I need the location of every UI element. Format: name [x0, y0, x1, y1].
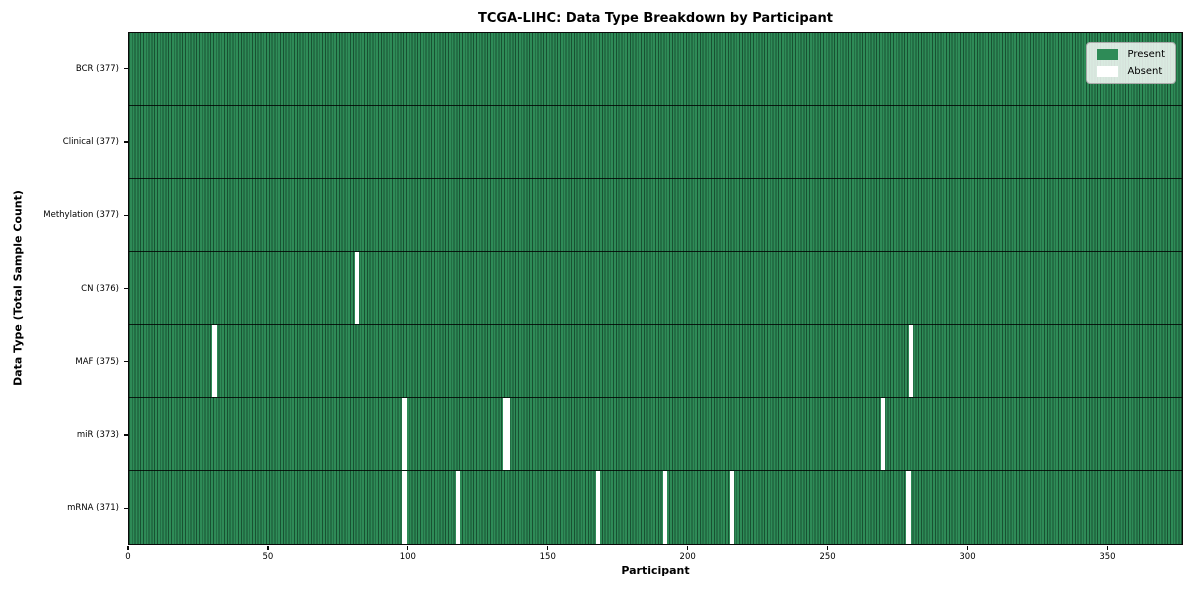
x-axis-label: Participant	[621, 564, 690, 577]
absent-marker	[505, 398, 511, 470]
y-tick-label-methylation: Methylation (377)	[43, 210, 119, 221]
x-tick-label-300: 300	[959, 552, 976, 562]
absent-marker	[503, 398, 508, 470]
x-tick-mark	[547, 546, 549, 550]
absent-marker	[595, 471, 600, 544]
absent-marker	[212, 325, 217, 397]
y-tick-mark	[123, 434, 128, 436]
heatmap-row-bcr	[129, 33, 1182, 106]
heatmap-plot	[128, 32, 1183, 545]
y-tick-label-clinical: Clinical (377)	[62, 136, 119, 147]
y-tick-mark	[123, 141, 128, 143]
y-tick-mark	[123, 68, 128, 70]
x-tick-mark	[267, 546, 269, 550]
absent-marker	[354, 252, 360, 324]
x-tick-mark	[687, 546, 689, 550]
absent-marker	[729, 471, 735, 544]
x-tick-label-0: 0	[125, 552, 131, 562]
absent-marker	[662, 471, 668, 544]
y-tick-mark	[123, 287, 128, 290]
y-tick-label-mir: miR (373)	[76, 430, 119, 441]
x-tick-mark	[1106, 546, 1109, 550]
heatmap-row-maf	[129, 325, 1182, 398]
x-tick-label-150: 150	[539, 552, 556, 562]
x-tick-label-200: 200	[679, 552, 696, 562]
legend-label-present: Present	[1127, 49, 1165, 60]
absent-marker	[906, 471, 911, 544]
y-tick-mark	[123, 361, 128, 363]
heatmap-row-mir	[129, 398, 1182, 471]
heatmap-row-clinical	[129, 106, 1182, 179]
x-tick-mark	[407, 546, 409, 550]
x-tick-mark	[127, 546, 129, 550]
y-tick-label-mrna: mRNA (371)	[67, 503, 119, 514]
legend-item-absent: Absent	[1097, 66, 1165, 77]
chart-title: TCGA-LIHC: Data Type Breakdown by Partic…	[478, 11, 833, 26]
x-tick-label-100: 100	[399, 552, 416, 562]
absent-marker	[402, 398, 407, 470]
x-tick-label-250: 250	[819, 552, 836, 562]
absent-swatch-icon	[1097, 66, 1119, 77]
x-tick-label-50: 50	[262, 552, 274, 562]
y-tick-label-cn: CN (376)	[81, 283, 119, 294]
absent-marker	[880, 398, 886, 470]
x-tick-label-350: 350	[1099, 552, 1116, 562]
y-tick-label-maf: MAF (375)	[75, 356, 119, 367]
present-swatch-icon	[1097, 49, 1119, 60]
x-tick-mark	[966, 546, 969, 550]
legend-item-present: Present	[1097, 49, 1165, 60]
x-tick-mark	[827, 546, 829, 550]
heatmap-row-mrna	[129, 471, 1182, 544]
y-tick-mark	[123, 507, 128, 509]
heatmap-row-cn	[129, 252, 1182, 325]
y-tick-label-bcr: BCR (377)	[75, 63, 119, 74]
absent-marker	[455, 471, 460, 544]
heatmap-row-methylation	[129, 179, 1182, 252]
absent-marker	[908, 325, 914, 397]
absent-marker	[402, 471, 407, 544]
legend: Present Absent	[1086, 42, 1176, 84]
y-tick-mark	[123, 214, 128, 216]
legend-label-absent: Absent	[1127, 66, 1163, 77]
